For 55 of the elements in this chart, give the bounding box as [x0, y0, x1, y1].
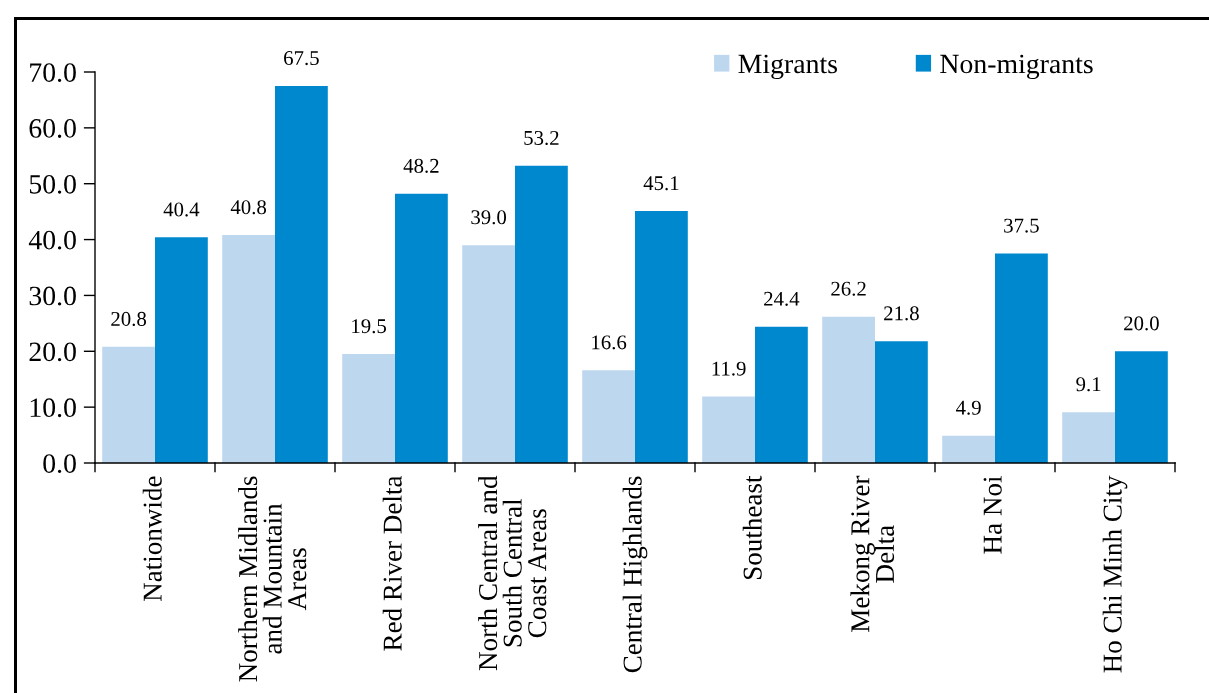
bar — [582, 370, 635, 463]
bar — [462, 245, 515, 463]
bar — [755, 326, 808, 463]
legend-label: Migrants — [738, 54, 837, 80]
data-label: 20.0 — [1124, 316, 1159, 331]
x-tick-label: Southeast — [742, 475, 762, 580]
y-tick-label: 10.0 — [30, 398, 76, 418]
y-tick-label: 70.0 — [30, 63, 76, 83]
data-label: 19.5 — [352, 319, 387, 334]
bar — [342, 354, 395, 463]
legend-label: Non-migrants — [940, 54, 1093, 80]
y-tick-label: 20.0 — [29, 342, 76, 362]
x-tick-label: Red River Delta — [382, 475, 402, 651]
bar — [635, 211, 688, 463]
data-label: 26.2 — [831, 281, 866, 296]
data-label: 4.9 — [955, 400, 981, 415]
x-tick-label: Mekong River Delta — [850, 475, 895, 632]
data-label: 9.1 — [1076, 377, 1101, 392]
data-label: 21.8 — [884, 306, 919, 321]
data-label: 16.6 — [592, 335, 627, 350]
bar — [995, 253, 1048, 463]
x-tick-label: Central Highlands — [622, 476, 648, 673]
data-label: 24.4 — [764, 291, 800, 306]
y-tick-label: 30.0 — [29, 286, 76, 306]
data-label: 45.1 — [643, 176, 679, 191]
data-label: 48.2 — [403, 158, 439, 173]
x-tick-label: Northern Midlands and Mountain Areas — [238, 476, 307, 682]
y-tick-label: 50.0 — [29, 174, 76, 194]
data-label: 37.5 — [1004, 218, 1039, 233]
bar — [222, 235, 275, 463]
data-label: 40.4 — [163, 202, 200, 217]
bar — [395, 193, 448, 463]
bar — [275, 85, 328, 463]
bar — [102, 346, 155, 463]
bar — [1062, 412, 1115, 463]
y-tick-label: 0.0 — [43, 454, 76, 474]
data-label: 53.2 — [524, 130, 559, 146]
data-label: 11.9 — [712, 361, 746, 376]
x-tick-label: Ho Chi Minh City — [1102, 475, 1128, 673]
bar — [515, 165, 568, 463]
data-label: 20.8 — [111, 311, 147, 327]
bar — [875, 341, 928, 463]
x-tick-label: Nationwide — [142, 476, 162, 602]
bar — [942, 435, 995, 463]
bar — [702, 396, 755, 463]
bar — [155, 237, 208, 463]
y-tick-label: 40.0 — [28, 230, 76, 250]
data-label: 39.0 — [471, 210, 507, 225]
bar — [822, 316, 875, 463]
x-tick-label: Ha Noi — [983, 476, 1002, 554]
y-tick-label: 60.0 — [29, 119, 76, 138]
data-label: 40.8 — [230, 200, 267, 215]
data-label: 67.5 — [284, 51, 319, 66]
bar — [1115, 351, 1168, 463]
x-tick-label: North Central and South Central Coast Areas — [478, 475, 547, 671]
